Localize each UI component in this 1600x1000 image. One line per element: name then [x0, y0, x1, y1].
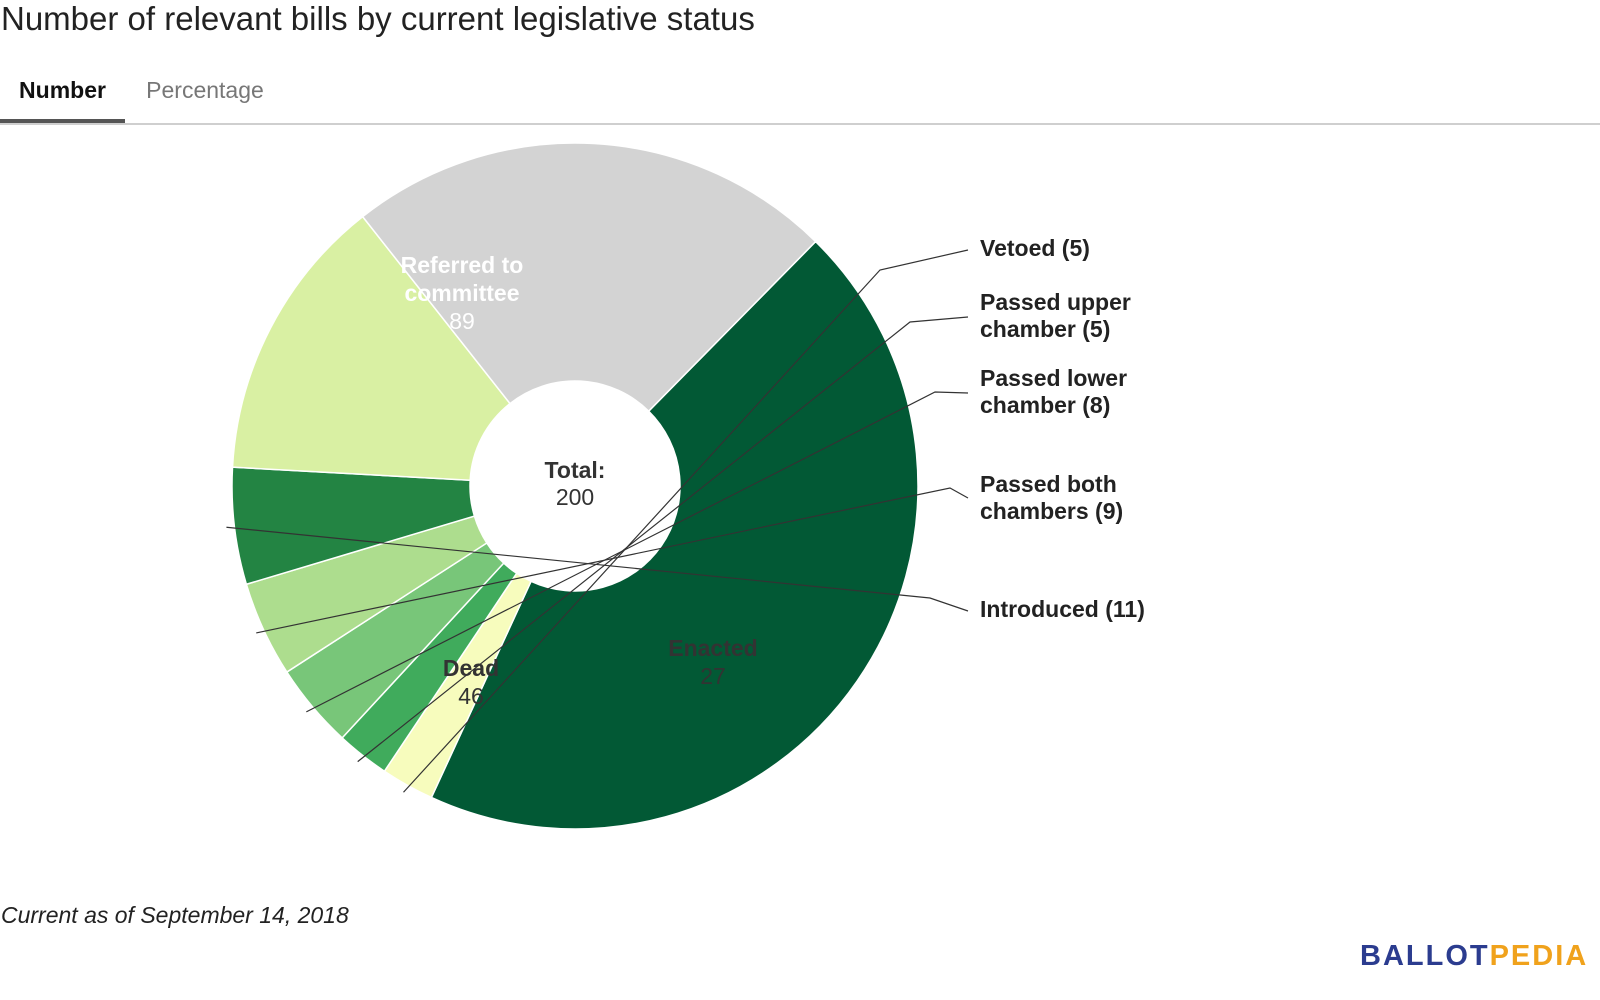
outside-label-passed-both-chambers: Passed both chambers (9) [980, 471, 1123, 524]
leader-line-passed-upper-chamber [357, 316, 969, 763]
logo-part-pedia: PEDIA [1489, 940, 1589, 972]
outside-label-vetoed: Vetoed (5) [980, 235, 1090, 261]
inside-label-enacted: Enacted 27 [668, 635, 757, 689]
slice-enacted [231, 215, 512, 482]
tab-number[interactable]: Number [0, 68, 125, 123]
outside-label-introduced: Introduced (11) [980, 596, 1145, 622]
logo-part-ballot: BALLOT [1360, 940, 1490, 972]
leader-line-introduced [226, 526, 969, 612]
outside-label-passed-lower-chamber: Passed lower chamber (8) [980, 365, 1127, 418]
tab-percentage[interactable]: Percentage [146, 77, 264, 103]
ballotpedia-logo: BALLOTPEDIA [1360, 940, 1588, 973]
chart-title: Number of relevant bills by current legi… [1, 0, 755, 37]
slice-dead [361, 142, 817, 413]
outside-label-passed-upper-chamber: Passed upper chamber (5) [980, 289, 1131, 342]
inside-label-dead: Dead 46 [443, 655, 499, 709]
slice-referred-to-committee [430, 240, 919, 830]
leader-line-passed-both-chambers [256, 487, 969, 634]
footnote: Current as of September 14, 2018 [1, 902, 349, 928]
leader-line-passed-lower-chamber [306, 391, 969, 713]
inside-label-referred-to-committee: Referred to committee 89 [401, 252, 524, 334]
leader-line-vetoed [403, 249, 969, 793]
tab-bar: Number Percentage [0, 68, 1600, 125]
center-total-label: Total: 200 [545, 457, 606, 510]
